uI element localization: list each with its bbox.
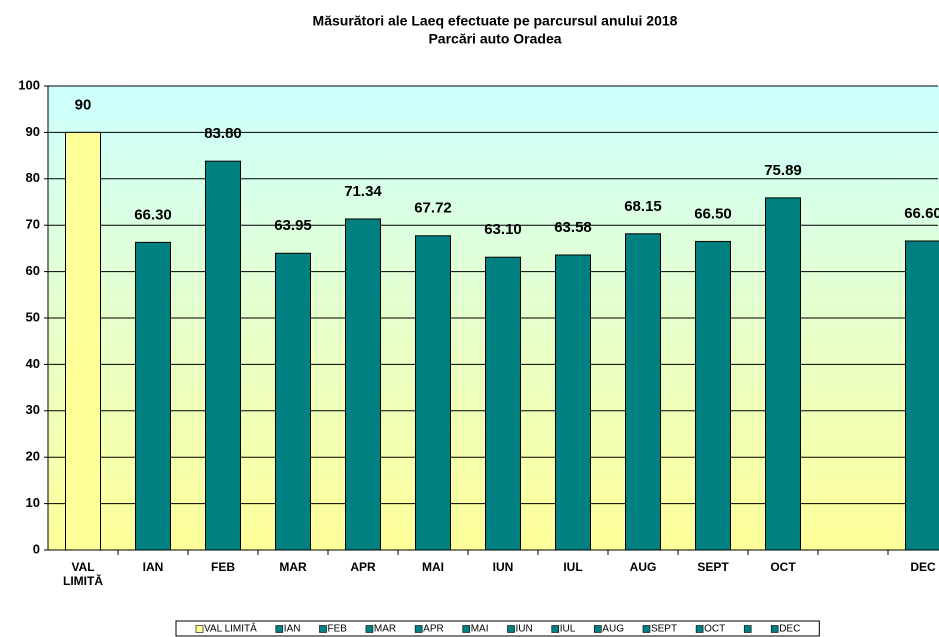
bar [695,240,731,551]
y-tick-label: 80 [26,170,40,185]
data-label: 68.15 [624,198,662,215]
y-tick-label: 10 [26,495,40,510]
legend-box [175,620,820,637]
legend-swatch [275,625,284,633]
y-tick-label: 30 [26,402,40,417]
legend-label: OCT [704,624,725,635]
chart-subtitle: Parcări auto Oradea [428,31,561,47]
legend-swatch [319,625,327,633]
bar [135,241,171,551]
bar [905,240,939,551]
x-tick-label: APR [350,560,376,574]
data-label: 75.89 [764,162,802,179]
bar [485,256,521,551]
bar [625,233,661,551]
legend-label: MAI [471,624,489,635]
y-tick-label: 0 [33,541,40,556]
data-label: 63.95 [274,217,312,234]
legend-label: IUL [560,624,576,635]
legend-swatch [195,625,204,633]
bar [275,252,311,551]
x-tick-label: SEPT [697,560,729,574]
legend-label: AUG [602,624,624,635]
x-tick-label: IAN [143,560,164,574]
y-tick-label: 50 [26,309,40,324]
legend-label: FEB [327,624,347,635]
x-tick-label: MAR [279,560,307,574]
x-tick-label: VAL LIMITĂ [63,560,103,588]
legend-label: DEC [779,624,800,635]
legend-swatch [462,625,471,633]
legend-label: IAN [284,624,301,635]
x-tick-label: FEB [211,560,235,574]
y-tick-label: 100 [18,77,40,92]
y-tick-label: 90 [26,124,40,139]
legend-swatch [551,625,560,633]
y-tick-label: 20 [26,449,40,464]
legend-label: MAR [374,624,396,635]
y-tick-label: 70 [26,217,40,232]
data-label: 83.80 [204,125,242,142]
x-tick-label: IUL [563,560,582,574]
x-tick-label: DEC [910,560,936,574]
bar [765,197,801,551]
legend-swatch [507,625,515,633]
data-label: 66.30 [134,206,172,223]
legend-label: APR [423,624,444,635]
bar [65,131,101,551]
data-label: 66.60 [904,205,939,222]
legend-swatch [365,625,374,633]
x-tick-label-line: VAL [71,560,94,574]
y-tick-label: 40 [26,356,40,371]
legend-swatch [695,625,704,633]
x-tick-label: AUG [630,560,657,574]
bar [555,254,591,551]
legend: VAL LIMITĂ IAN FEB MAR APR MAI IUN IUL AUG SEPT OC… [175,620,820,637]
legend-swatch [770,625,779,633]
data-label: 71.34 [344,183,382,200]
x-tick-label: IUN [493,560,514,574]
x-tick-label: MAI [422,560,444,574]
legend-label: SEPT [651,624,677,635]
data-label: 63.58 [554,219,592,236]
x-tick-label: OCT [770,560,796,574]
data-label: 63.10 [484,221,522,238]
data-label: 66.50 [694,205,732,222]
x-tick-label-line: LIMITĂ [63,573,103,588]
bar [205,160,241,551]
data-label: 90 [75,96,92,113]
bar [345,218,381,551]
bar [415,235,451,551]
legend-label: IUN [516,624,533,635]
legend-swatch [743,625,752,633]
legend-swatch [642,625,651,633]
data-label: 67.72 [414,200,452,217]
y-tick-label: 60 [26,263,40,278]
legend-label: VAL LIMITĂ [204,622,257,635]
legend-swatch [414,625,423,633]
legend-swatch [593,625,602,633]
chart-title: Măsurători ale Laeq efectuate pe parcurs… [313,13,678,29]
